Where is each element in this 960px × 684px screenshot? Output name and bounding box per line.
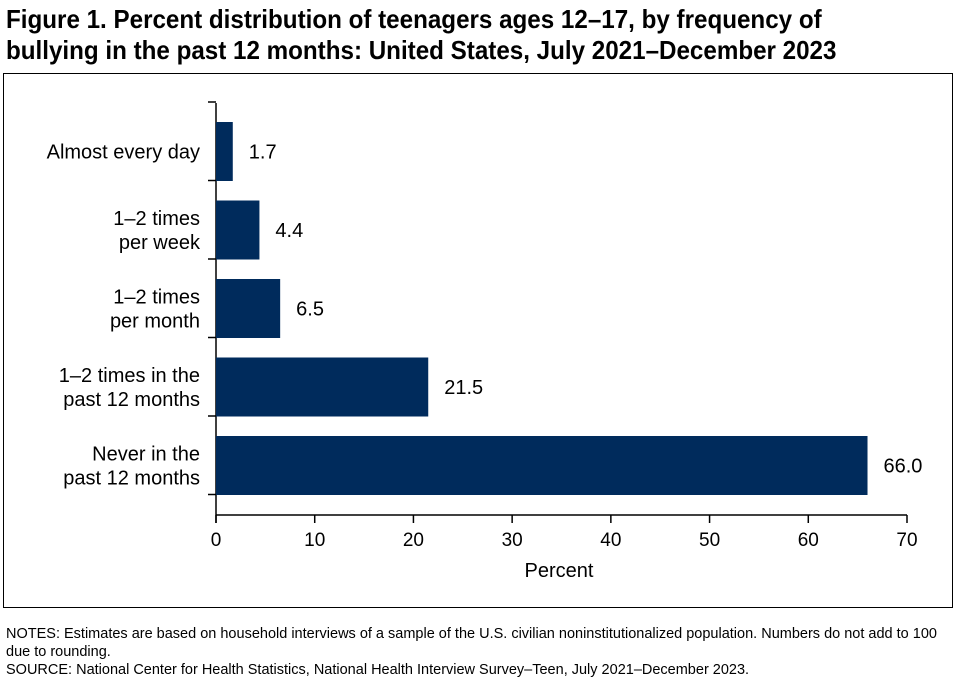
category-label: 1–2 times (113, 208, 200, 230)
x-tick-label: 0 (211, 530, 222, 551)
bar (216, 279, 281, 338)
bar (216, 436, 868, 495)
x-tick-label: 20 (403, 530, 424, 551)
x-tick-label: 50 (699, 530, 720, 551)
category-label: per week (119, 232, 201, 254)
category-label: 1–2 times in the (59, 365, 200, 387)
x-tick-label: 60 (798, 530, 819, 551)
chart-title: Figure 1. Percent distribution of teenag… (6, 4, 890, 66)
bar (216, 200, 260, 260)
notes-text: NOTES: Estimates are based on household … (6, 626, 937, 660)
bar-chart: 0 10 20 30 40 50 60 70 Percent 1.7 Almost every da… (47, 101, 923, 582)
category-label: 1–2 times (113, 287, 200, 309)
value-label: 21.5 (444, 377, 483, 399)
category-label: past 12 months (63, 468, 200, 490)
footnotes: NOTES: Estimates are based on household … (6, 625, 956, 679)
category-label: Almost every day (47, 142, 200, 164)
chart-title-line-2: bullying in the past 12 months: United S… (6, 35, 837, 65)
x-tick-label: 70 (896, 530, 917, 551)
source-text: SOURCE: National Center for Health Stati… (6, 662, 750, 678)
chart-frame (3, 73, 953, 608)
value-label: 1.7 (249, 142, 277, 164)
category-label: Never in the (92, 444, 200, 466)
x-axis-title: Percent (525, 560, 594, 582)
category-label: past 12 months (63, 389, 200, 411)
chart-title-line-1: Figure 1. Percent distribution of teenag… (6, 4, 822, 34)
x-tick-label: 40 (600, 530, 621, 551)
value-label: 66.0 (884, 456, 923, 478)
value-label: 6.5 (296, 299, 324, 321)
value-label: 4.4 (275, 220, 303, 242)
x-tick-label: 10 (304, 530, 325, 551)
bar (216, 357, 429, 417)
x-tick-label: 30 (502, 530, 523, 551)
category-label: per month (110, 311, 200, 333)
bar (216, 122, 233, 181)
